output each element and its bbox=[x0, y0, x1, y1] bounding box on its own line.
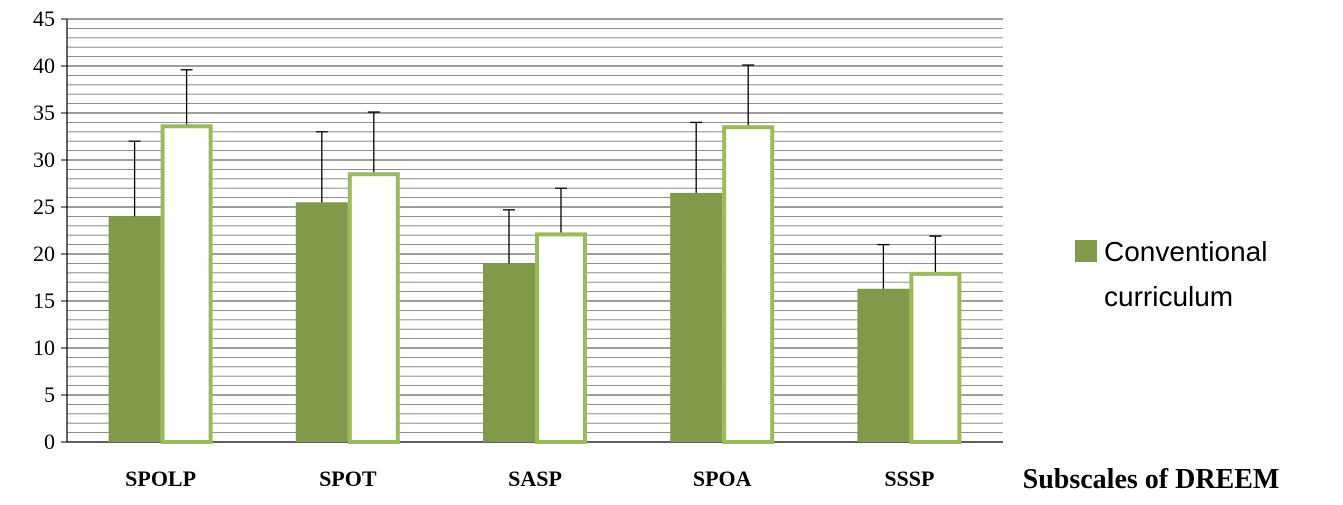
bar-1-SPOLP bbox=[108, 216, 161, 442]
y-tick-label: 10 bbox=[33, 335, 55, 360]
x-category-label: SASP bbox=[508, 466, 562, 491]
y-tick-label: 20 bbox=[33, 241, 55, 266]
y-tick-label: 30 bbox=[33, 147, 55, 172]
bar-2-SPOLP bbox=[160, 124, 213, 444]
legend-label-line-1: Conventional bbox=[1104, 236, 1267, 267]
legend-swatch bbox=[1075, 240, 1097, 262]
y-tick-label: 5 bbox=[44, 382, 55, 407]
y-tick-label: 0 bbox=[44, 429, 55, 454]
y-tick-label: 15 bbox=[33, 288, 55, 313]
y-tick-label: 45 bbox=[33, 6, 55, 31]
legend-label-line-2: curriculum bbox=[1104, 281, 1233, 312]
bar-1-SPOT bbox=[295, 202, 348, 442]
bar-1-SASP bbox=[483, 263, 535, 442]
x-category-label: SPOLP bbox=[125, 466, 196, 491]
bar-2-SPOA bbox=[722, 125, 775, 444]
x-category-label: SSSP bbox=[884, 466, 934, 491]
y-tick-label: 35 bbox=[33, 100, 55, 125]
y-tick-label: 25 bbox=[33, 194, 55, 219]
bar-2-SSSP bbox=[909, 271, 962, 444]
x-axis-title: Subscales of DREEM bbox=[1023, 464, 1280, 495]
bar-1-SSSP bbox=[857, 288, 910, 442]
x-category-label: SPOA bbox=[693, 466, 752, 491]
bar-2-SASP bbox=[535, 232, 587, 444]
bar-2-SPOT bbox=[347, 172, 400, 444]
y-tick-label: 40 bbox=[33, 53, 55, 78]
x-category-label: SPOT bbox=[319, 466, 377, 491]
bar-1-SPOA bbox=[670, 192, 723, 442]
